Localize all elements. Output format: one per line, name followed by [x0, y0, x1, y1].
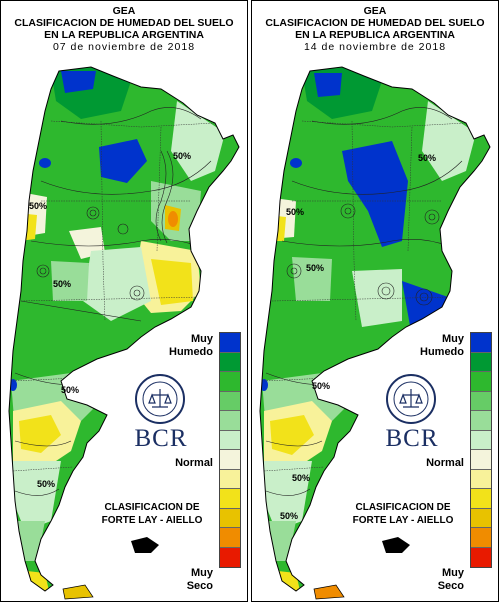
malvinas-islands	[131, 537, 159, 553]
scale-swatch-2	[471, 352, 491, 372]
scale-swatch-7	[220, 450, 240, 470]
isoline-label: 50%	[173, 151, 191, 161]
scale-swatch-1	[220, 333, 240, 353]
isoline-label: 50%	[312, 381, 330, 391]
scale-swatch-3	[471, 372, 491, 392]
org-label: GEA	[363, 5, 387, 17]
scale-swatch-8	[220, 469, 240, 489]
bcr-acronym: BCR	[134, 425, 188, 452]
scale-swatch-11	[471, 528, 491, 548]
title-line-2: EN LA REPUBLICA ARGENTINA	[295, 29, 455, 41]
map-date: 07 de noviembre de 2018	[52, 41, 196, 53]
scale-swatch-6	[220, 430, 240, 450]
scale-swatch-8	[471, 469, 491, 489]
bcr-seal-logo	[135, 374, 185, 424]
legend-humid-label: Muy Humedo	[420, 333, 464, 358]
scale-swatch-5	[220, 411, 240, 431]
isoline-label: 50%	[292, 473, 310, 483]
scale-swatch-12	[220, 547, 240, 567]
scale-swatch-10	[220, 508, 240, 528]
isoline-label: 50%	[280, 511, 298, 521]
method-label: CLASIFICACION DE FORTE LAY - AIELLO	[352, 502, 454, 526]
isoline-label: 50%	[306, 263, 324, 273]
scale-swatch-1	[471, 333, 491, 353]
argentina-moisture-map: 50% 50% 50% 50% 50% 50%	[259, 66, 491, 600]
scale-swatch-5	[471, 411, 491, 431]
scale-swatch-3	[220, 372, 240, 392]
map-date: 14 de noviembre de 2018	[303, 41, 447, 53]
map-title: GEA CLASIFICACION DE HUMEDAD DEL SUELO E…	[252, 5, 498, 53]
scale-swatch-4	[220, 391, 240, 411]
legend-dry-label: Muy Seco	[437, 567, 464, 592]
legend-dry-label: Muy Seco	[186, 567, 213, 592]
map-title: GEA CLASIFICACION DE HUMEDAD DEL SUELO E…	[1, 5, 247, 53]
scale-swatch-12	[471, 547, 491, 567]
argentina-moisture-map: 50% 50% 50% 50% 50%	[8, 66, 240, 600]
tierra-del-fuego	[313, 584, 345, 600]
scale-swatch-10	[471, 508, 491, 528]
scale-swatch-9	[220, 489, 240, 509]
isoline-label: 50%	[61, 385, 79, 395]
country-outline	[259, 66, 491, 592]
tierra-del-fuego	[62, 584, 94, 600]
bcr-acronym: BCR	[385, 425, 439, 452]
scale-swatch-6	[471, 430, 491, 450]
scale-swatch-7	[471, 450, 491, 470]
moisture-color-scale	[219, 332, 241, 568]
soil-moisture-map-2018-11-07: 50% 50% 50% 50% 50% GEA CLASIFICACION DE…	[0, 0, 248, 602]
scale-swatch-2	[220, 352, 240, 372]
isoline-label: 50%	[29, 201, 47, 211]
isoline-label: 50%	[53, 279, 71, 289]
scale-swatch-11	[220, 528, 240, 548]
isoline-label: 50%	[418, 153, 436, 163]
legend-humid-label: Muy Humedo	[169, 333, 213, 358]
method-label: CLASIFICACION DE FORTE LAY - AIELLO	[101, 502, 203, 526]
isoline-label: 50%	[286, 207, 304, 217]
legend-normal-label: Normal	[175, 457, 213, 469]
title-line-1: CLASIFICACION DE HUMEDAD DEL SUELO	[14, 17, 234, 29]
title-line-1: CLASIFICACION DE HUMEDAD DEL SUELO	[265, 17, 485, 29]
bcr-seal-logo	[386, 374, 436, 424]
country-outline	[8, 66, 240, 592]
org-label: GEA	[112, 5, 136, 17]
isoline-label: 50%	[37, 479, 55, 489]
title-line-2: EN LA REPUBLICA ARGENTINA	[44, 29, 204, 41]
soil-moisture-map-2018-11-14: 50% 50% 50% 50% 50% 50% GEA CLASIFICACIO…	[251, 0, 499, 602]
malvinas-islands	[382, 537, 410, 553]
scale-swatch-4	[471, 391, 491, 411]
scale-swatch-9	[471, 489, 491, 509]
legend-normal-label: Normal	[426, 457, 464, 469]
moisture-color-scale	[470, 332, 492, 568]
